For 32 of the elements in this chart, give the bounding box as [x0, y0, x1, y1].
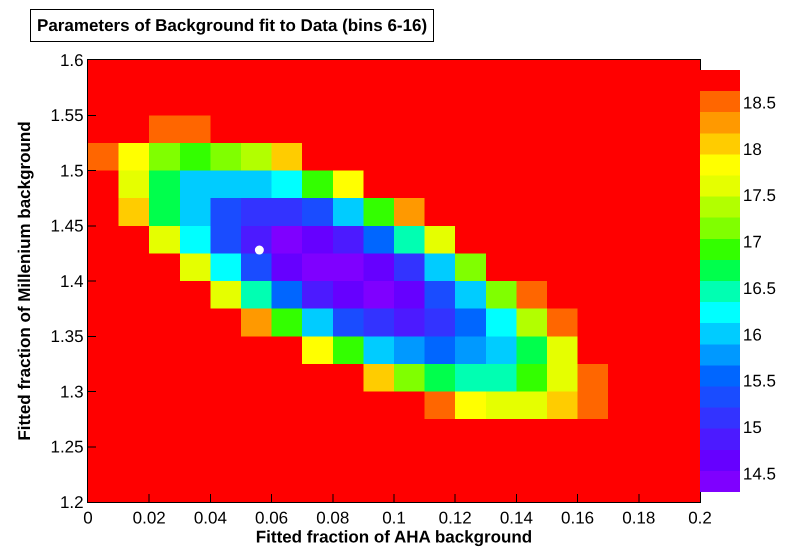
x-tick-label: 0.12	[438, 508, 472, 528]
y-tick-label: 1.5	[60, 161, 84, 180]
x-tick-label: 0.14	[500, 508, 533, 528]
x-tick-label: 0	[83, 508, 93, 528]
x-tick-label: 0.2	[688, 508, 712, 528]
y-tick-label: 1.25	[50, 438, 84, 457]
color-bar-label: 16.5	[742, 278, 776, 298]
x-tick-label: 0.1	[382, 508, 406, 528]
x-tick-label: 0.16	[561, 508, 594, 528]
color-bar-label: 15.5	[742, 372, 776, 391]
x-axis-title: Fitted fraction of AHA background	[256, 527, 532, 546]
color-bar-label: 17	[742, 232, 762, 252]
chart-title: Parameters of Background fit to Data (bins 6-16)	[37, 16, 428, 35]
y-tick-label: 1.6	[60, 50, 84, 70]
x-tick-label: 0.08	[316, 508, 350, 528]
y-axis-title: Fitted fraction of Millenium background	[15, 121, 34, 441]
y-tick-label: 1.4	[60, 272, 84, 291]
x-tick-label: 0.04	[194, 508, 227, 528]
color-bar-label: 14.5	[742, 464, 776, 484]
x-tick-label: 0.02	[132, 508, 166, 528]
y-tick-label: 1.3	[60, 382, 84, 402]
color-bar-label: 16	[742, 325, 762, 344]
color-bar-label: 17.5	[742, 186, 776, 206]
color-bar-label: 18	[742, 140, 762, 159]
x-tick-label: 0.06	[255, 508, 288, 528]
y-tick-label: 1.45	[50, 216, 84, 236]
y-tick-label: 1.2	[60, 492, 84, 512]
color-bar-label: 18.5	[742, 93, 776, 112]
y-tick-label: 1.55	[50, 106, 84, 126]
y-tick-label: 1.35	[50, 327, 84, 346]
x-tick-label: 0.18	[622, 508, 656, 528]
color-bar-label: 15	[742, 418, 762, 438]
